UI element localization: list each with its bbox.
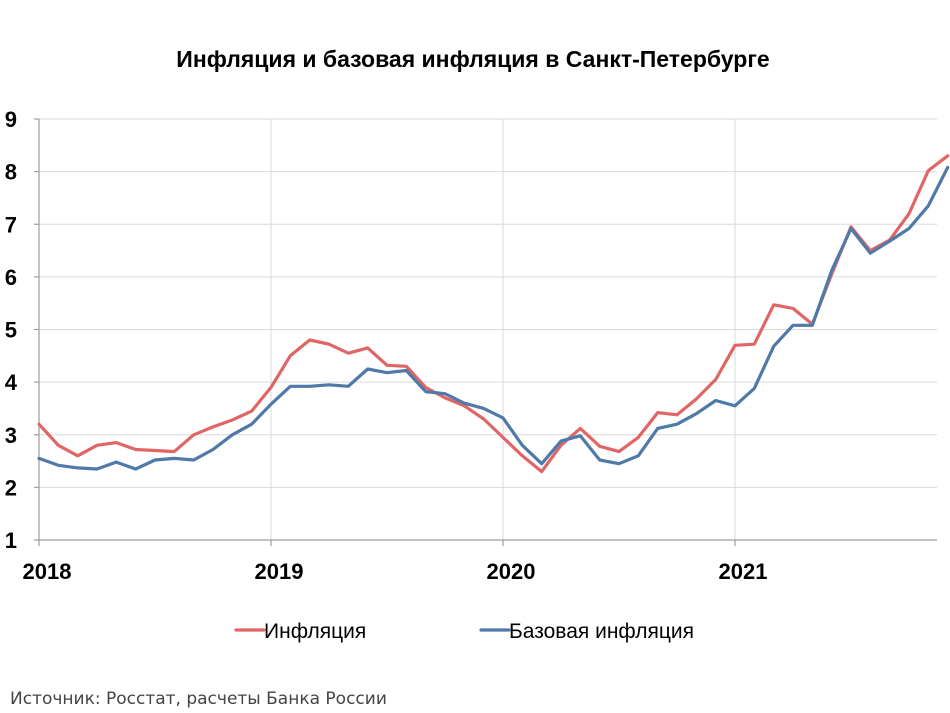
y-tick-label: 2	[5, 475, 17, 500]
x-tick-label: 2021	[719, 559, 768, 584]
x-tick-label: 2020	[487, 559, 536, 584]
y-tick-label: 7	[5, 212, 17, 237]
y-tick-label: 3	[5, 423, 17, 448]
x-axis-ticks: 2018 2019 2020 2021	[23, 559, 768, 584]
chart-title: Инфляция и базовая инфляция в Санкт-Пете…	[176, 46, 769, 72]
y-tick-label: 9	[5, 107, 17, 132]
series-line-2	[37, 165, 950, 471]
y-tick-label: 8	[5, 160, 17, 185]
grid-lines	[39, 118, 937, 540]
legend: Инфляция Базовая инфляция	[234, 620, 694, 643]
y-axis-ticks: 1 2 3 4 5 6 7 8 9	[5, 107, 18, 553]
y-tick-label: 1	[5, 528, 17, 553]
axes	[34, 118, 937, 546]
x-tick-label: 2018	[23, 559, 72, 584]
y-tick-label: 6	[5, 265, 17, 290]
y-tick-label: 4	[5, 370, 18, 395]
legend-label-1: Инфляция	[264, 620, 366, 643]
series-lines	[37, 154, 950, 474]
source-note: Источник: Росстат, расчеты Банка России	[10, 689, 387, 709]
legend-label-2: Базовая инфляция	[509, 620, 694, 643]
x-tick-label: 2019	[255, 559, 304, 584]
series-line-1	[37, 154, 950, 474]
y-tick-label: 5	[5, 318, 17, 343]
